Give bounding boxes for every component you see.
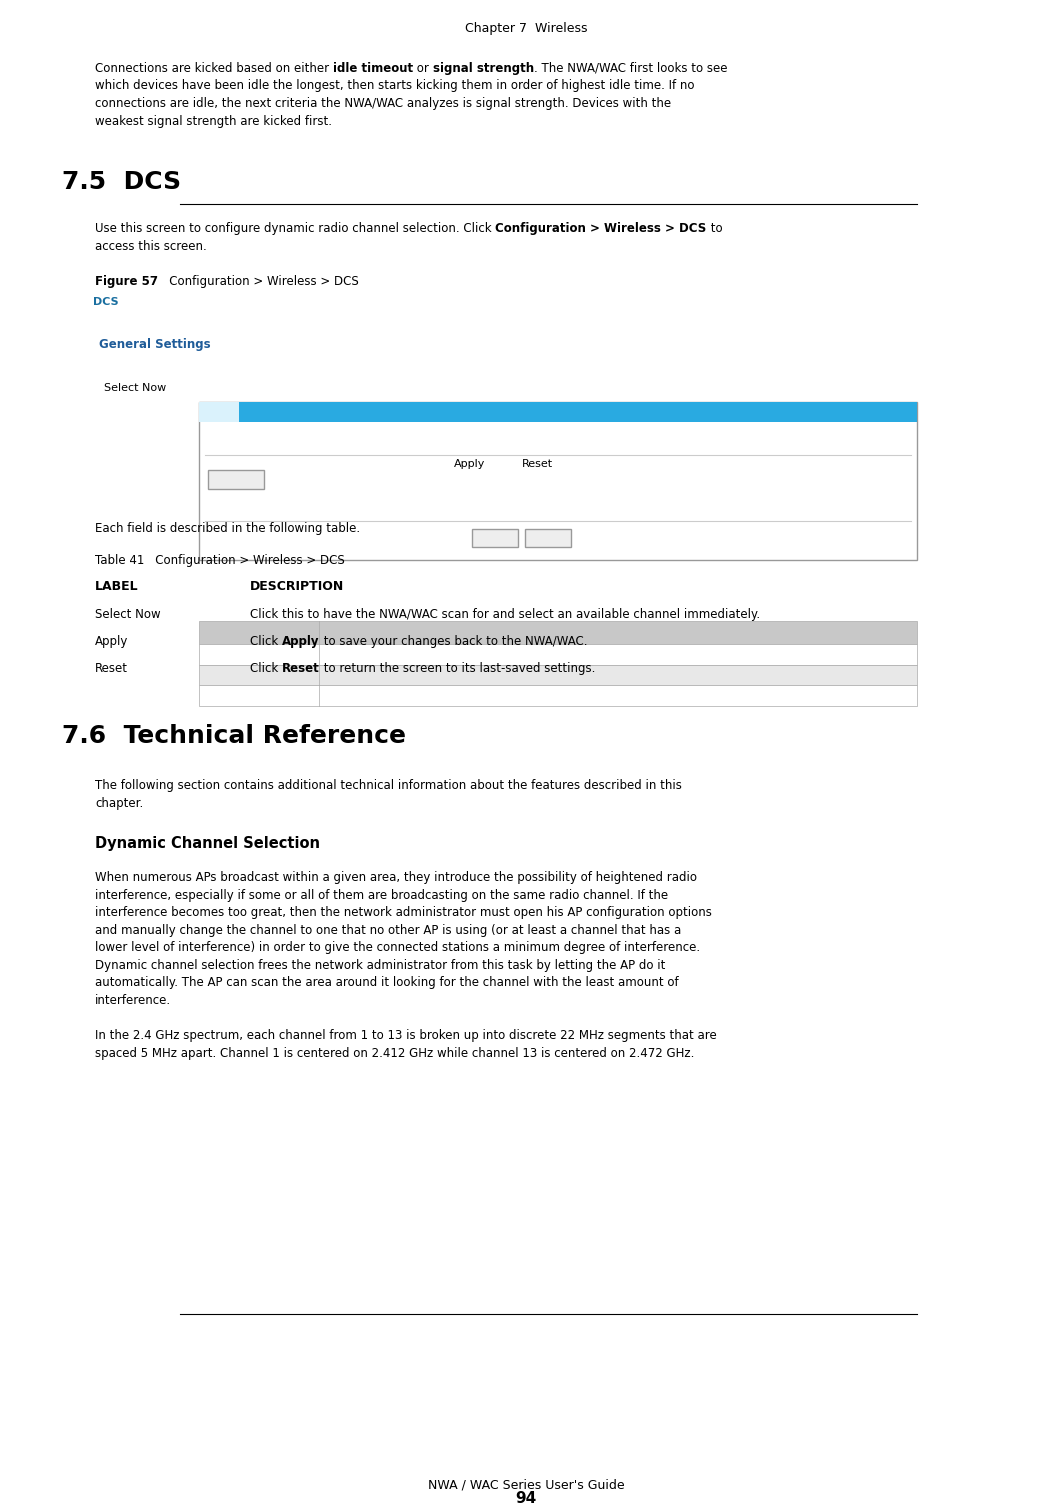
Bar	[199, 403, 917, 559]
Text: NWA / WAC Series User's Guide: NWA / WAC Series User's Guide	[428, 1479, 624, 1491]
Bar	[199, 403, 239, 422]
Text: signal strength: signal strength	[432, 62, 533, 75]
Text: Click: Click	[250, 662, 282, 676]
Text: . The NWA/WAC first looks to see: . The NWA/WAC first looks to see	[533, 62, 727, 75]
Text: Chapter 7  Wireless: Chapter 7 Wireless	[465, 23, 587, 35]
Text: to return the screen to its last-saved settings.: to return the screen to its last-saved s…	[320, 662, 595, 676]
Bar	[525, 529, 571, 547]
Text: interference.: interference.	[95, 994, 171, 1006]
Text: Figure 57: Figure 57	[95, 274, 158, 288]
Bar	[199, 621, 917, 644]
Text: Each field is described in the following table.: Each field is described in the following…	[95, 522, 360, 535]
Text: automatically. The AP can scan the area around it looking for the channel with t: automatically. The AP can scan the area …	[95, 976, 679, 989]
Text: which devices have been idle the longest, then starts kicking them in order of h: which devices have been idle the longest…	[95, 80, 694, 92]
Text: Configuration > Wireless > DCS: Configuration > Wireless > DCS	[495, 222, 707, 235]
Bar	[199, 665, 917, 685]
Text: Dynamic channel selection frees the network administrator from this task by lett: Dynamic channel selection frees the netw…	[95, 959, 665, 971]
Text: Table 41: Table 41	[95, 553, 144, 567]
Text: In the 2.4 GHz spectrum, each channel from 1 to 13 is broken up into discrete 22: In the 2.4 GHz spectrum, each channel fr…	[95, 1028, 716, 1042]
Text: Configuration > Wireless > DCS: Configuration > Wireless > DCS	[158, 274, 359, 288]
Text: weakest signal strength are kicked first.: weakest signal strength are kicked first…	[95, 115, 332, 128]
Text: chapter.: chapter.	[95, 796, 143, 810]
Text: Select Now: Select Now	[104, 383, 166, 394]
Text: or: or	[413, 62, 432, 75]
Text: Select Now: Select Now	[95, 608, 161, 621]
Bar	[199, 685, 917, 706]
Text: connections are idle, the next criteria the NWA/WAC analyzes is signal strength.: connections are idle, the next criteria …	[95, 97, 671, 110]
Text: General Settings: General Settings	[99, 338, 210, 351]
Text: Apply: Apply	[453, 458, 485, 469]
Text: interference, especially if some or all of them are broadcasting on the same rad: interference, especially if some or all …	[95, 888, 668, 902]
Text: Apply: Apply	[95, 635, 128, 648]
Text: interference becomes too great, then the network administrator must open his AP : interference becomes too great, then the…	[95, 906, 712, 918]
Text: Reset: Reset	[282, 662, 320, 676]
Text: to: to	[707, 222, 723, 235]
Text: idle timeout: idle timeout	[332, 62, 413, 75]
Text: and manually change the channel to one that no other AP is using (or at least a : and manually change the channel to one t…	[95, 923, 682, 936]
Text: Configuration > Wireless > DCS: Configuration > Wireless > DCS	[144, 553, 345, 567]
Text: Reset: Reset	[95, 662, 128, 676]
Text: 7.6  Technical Reference: 7.6 Technical Reference	[62, 724, 406, 748]
Text: Use this screen to configure dynamic radio channel selection. Click: Use this screen to configure dynamic rad…	[95, 222, 495, 235]
Text: 94: 94	[515, 1491, 537, 1506]
Text: The following section contains additional technical information about the featur: The following section contains additiona…	[95, 780, 682, 792]
Bar	[208, 470, 264, 489]
Text: lower level of interference) in order to give the connected stations a minimum d: lower level of interference) in order to…	[95, 941, 701, 955]
Text: 7.5  DCS: 7.5 DCS	[62, 170, 181, 195]
Text: to save your changes back to the NWA/WAC.: to save your changes back to the NWA/WAC…	[320, 635, 587, 648]
Text: LABEL: LABEL	[95, 579, 139, 593]
Bar	[199, 403, 917, 422]
Text: When numerous APs broadcast within a given area, they introduce the possibility : When numerous APs broadcast within a giv…	[95, 872, 697, 884]
Text: Apply: Apply	[282, 635, 320, 648]
Text: DCS: DCS	[93, 297, 119, 308]
Text: access this screen.: access this screen.	[95, 240, 207, 252]
Text: Click this to have the NWA/WAC scan for and select an available channel immediat: Click this to have the NWA/WAC scan for …	[250, 608, 761, 621]
Text: Click: Click	[250, 635, 282, 648]
Bar	[472, 529, 519, 547]
Text: spaced 5 MHz apart. Channel 1 is centered on 2.412 GHz while channel 13 is cente: spaced 5 MHz apart. Channel 1 is centere…	[95, 1047, 694, 1060]
Text: Reset: Reset	[522, 458, 552, 469]
Text: Dynamic Channel Selection: Dynamic Channel Selection	[95, 835, 320, 851]
Text: Connections are kicked based on either: Connections are kicked based on either	[95, 62, 332, 75]
Bar	[199, 644, 917, 665]
Text: DESCRIPTION: DESCRIPTION	[250, 579, 344, 593]
